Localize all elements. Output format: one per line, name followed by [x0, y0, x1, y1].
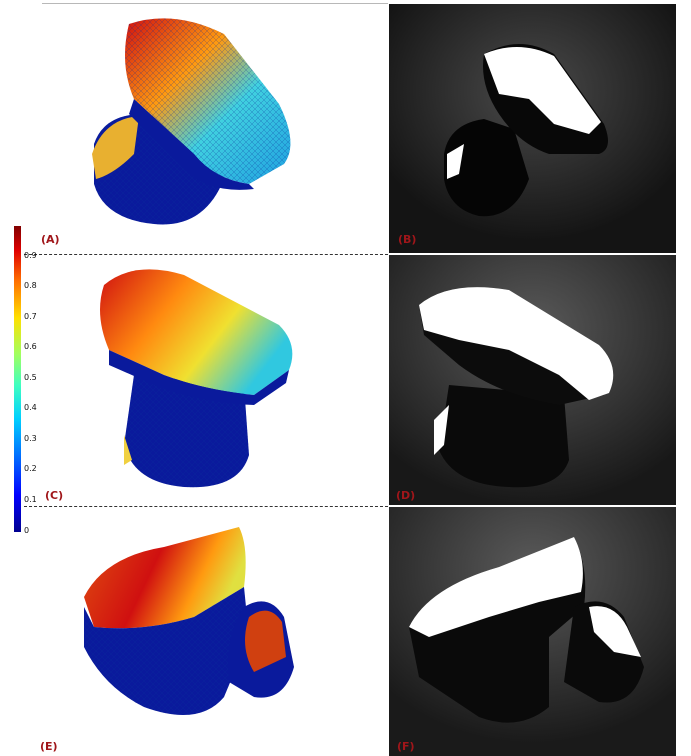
colorbar-tick-label: 0.7: [24, 312, 37, 321]
panel-e-model-render: [24, 507, 388, 756]
panel-label-f: (F): [397, 740, 415, 753]
panel-label-e: (E): [40, 740, 58, 753]
colorbar-tick-label: 0: [24, 526, 30, 535]
colorbar-tick-label: 0.8: [24, 281, 37, 290]
panel-a-model-render: [24, 4, 388, 253]
panel-d-observed-image: [389, 255, 676, 505]
comet-photo-b-image: [389, 4, 676, 253]
colorbar-tick-label: 0.4: [24, 403, 37, 412]
panel-label-b: (B): [398, 233, 417, 246]
panel-label-d: (D): [396, 489, 416, 502]
colorbar-tick-label: 0.2: [24, 464, 37, 473]
comet-model-a-image: [92, 18, 291, 225]
panel-b-observed-image: [389, 4, 676, 253]
panel-f-observed-image: [389, 507, 676, 756]
top-divider: [42, 3, 388, 4]
colorbar-tick-label: 0.6: [24, 342, 37, 351]
colorbar-tick-label: 0.3: [24, 434, 37, 443]
panel-label-a: (A): [41, 233, 60, 246]
panel-label-c: (C): [45, 489, 64, 502]
comet-photo-d-image: [389, 255, 676, 505]
row-divider-1: [24, 254, 388, 255]
panel-c-model-render: [24, 255, 388, 505]
colorbar-tick-label: 0.1: [24, 495, 37, 504]
row-divider-2: [24, 506, 388, 507]
colorbar: [14, 226, 21, 532]
colorbar-tick-label: 0.9: [24, 251, 37, 260]
colorbar-tick-label: 0.5: [24, 373, 37, 382]
comet-model-c-image: [100, 269, 293, 488]
comet-model-e-image: [84, 527, 294, 715]
comet-photo-f-image: [389, 507, 676, 756]
